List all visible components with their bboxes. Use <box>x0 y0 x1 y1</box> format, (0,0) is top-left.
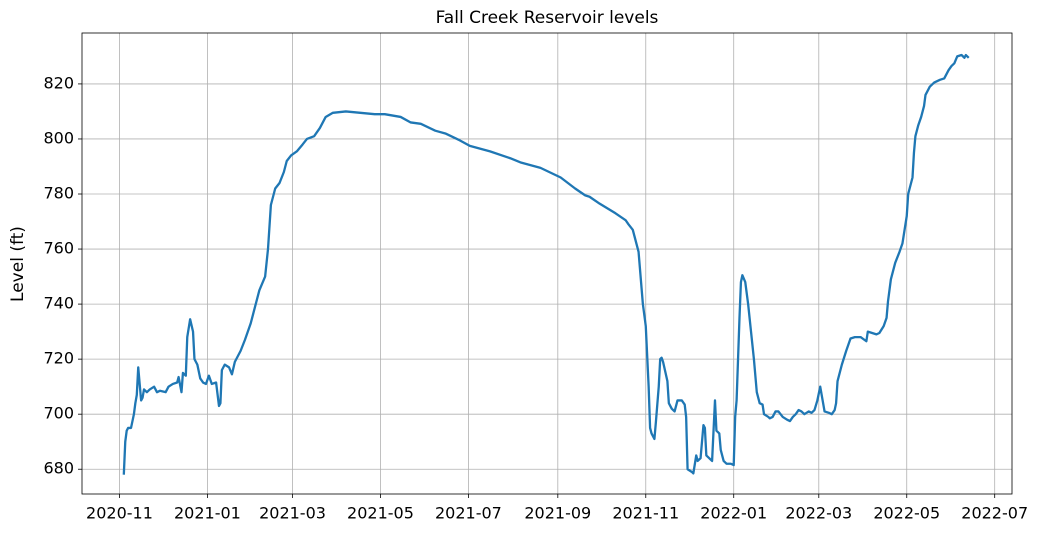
x-tick-label: 2021-09 <box>524 504 591 523</box>
x-tick-label: 2021-03 <box>259 504 326 523</box>
plot-frame <box>81 32 1013 495</box>
y-tick-label: 720 <box>43 349 74 368</box>
x-tick-label: 2021-05 <box>347 504 414 523</box>
y-tick-label: 820 <box>43 73 74 92</box>
x-tick-label: 2020-11 <box>86 504 153 523</box>
x-tick-label: 2022-03 <box>785 504 852 523</box>
data-line <box>122 53 970 475</box>
y-tick-label: 740 <box>43 294 74 313</box>
x-tick-label: 2021-11 <box>612 504 679 523</box>
x-tick-label: 2021-01 <box>174 504 241 523</box>
y-tick-label: 800 <box>43 128 74 147</box>
y-tick-label: 700 <box>43 404 74 423</box>
y-tick-label: 680 <box>43 459 74 478</box>
x-tick-label: 2022-05 <box>873 504 940 523</box>
x-tick-label: 2022-07 <box>961 504 1028 523</box>
chart-title: Fall Creek Reservoir levels <box>436 8 659 28</box>
y-axis-label: Level (ft) <box>8 226 28 302</box>
y-tick-label: 760 <box>43 239 74 258</box>
x-tick-label: 2022-01 <box>700 504 767 523</box>
x-tick-label: 2021-07 <box>435 504 502 523</box>
y-tick-label: 780 <box>43 184 74 203</box>
